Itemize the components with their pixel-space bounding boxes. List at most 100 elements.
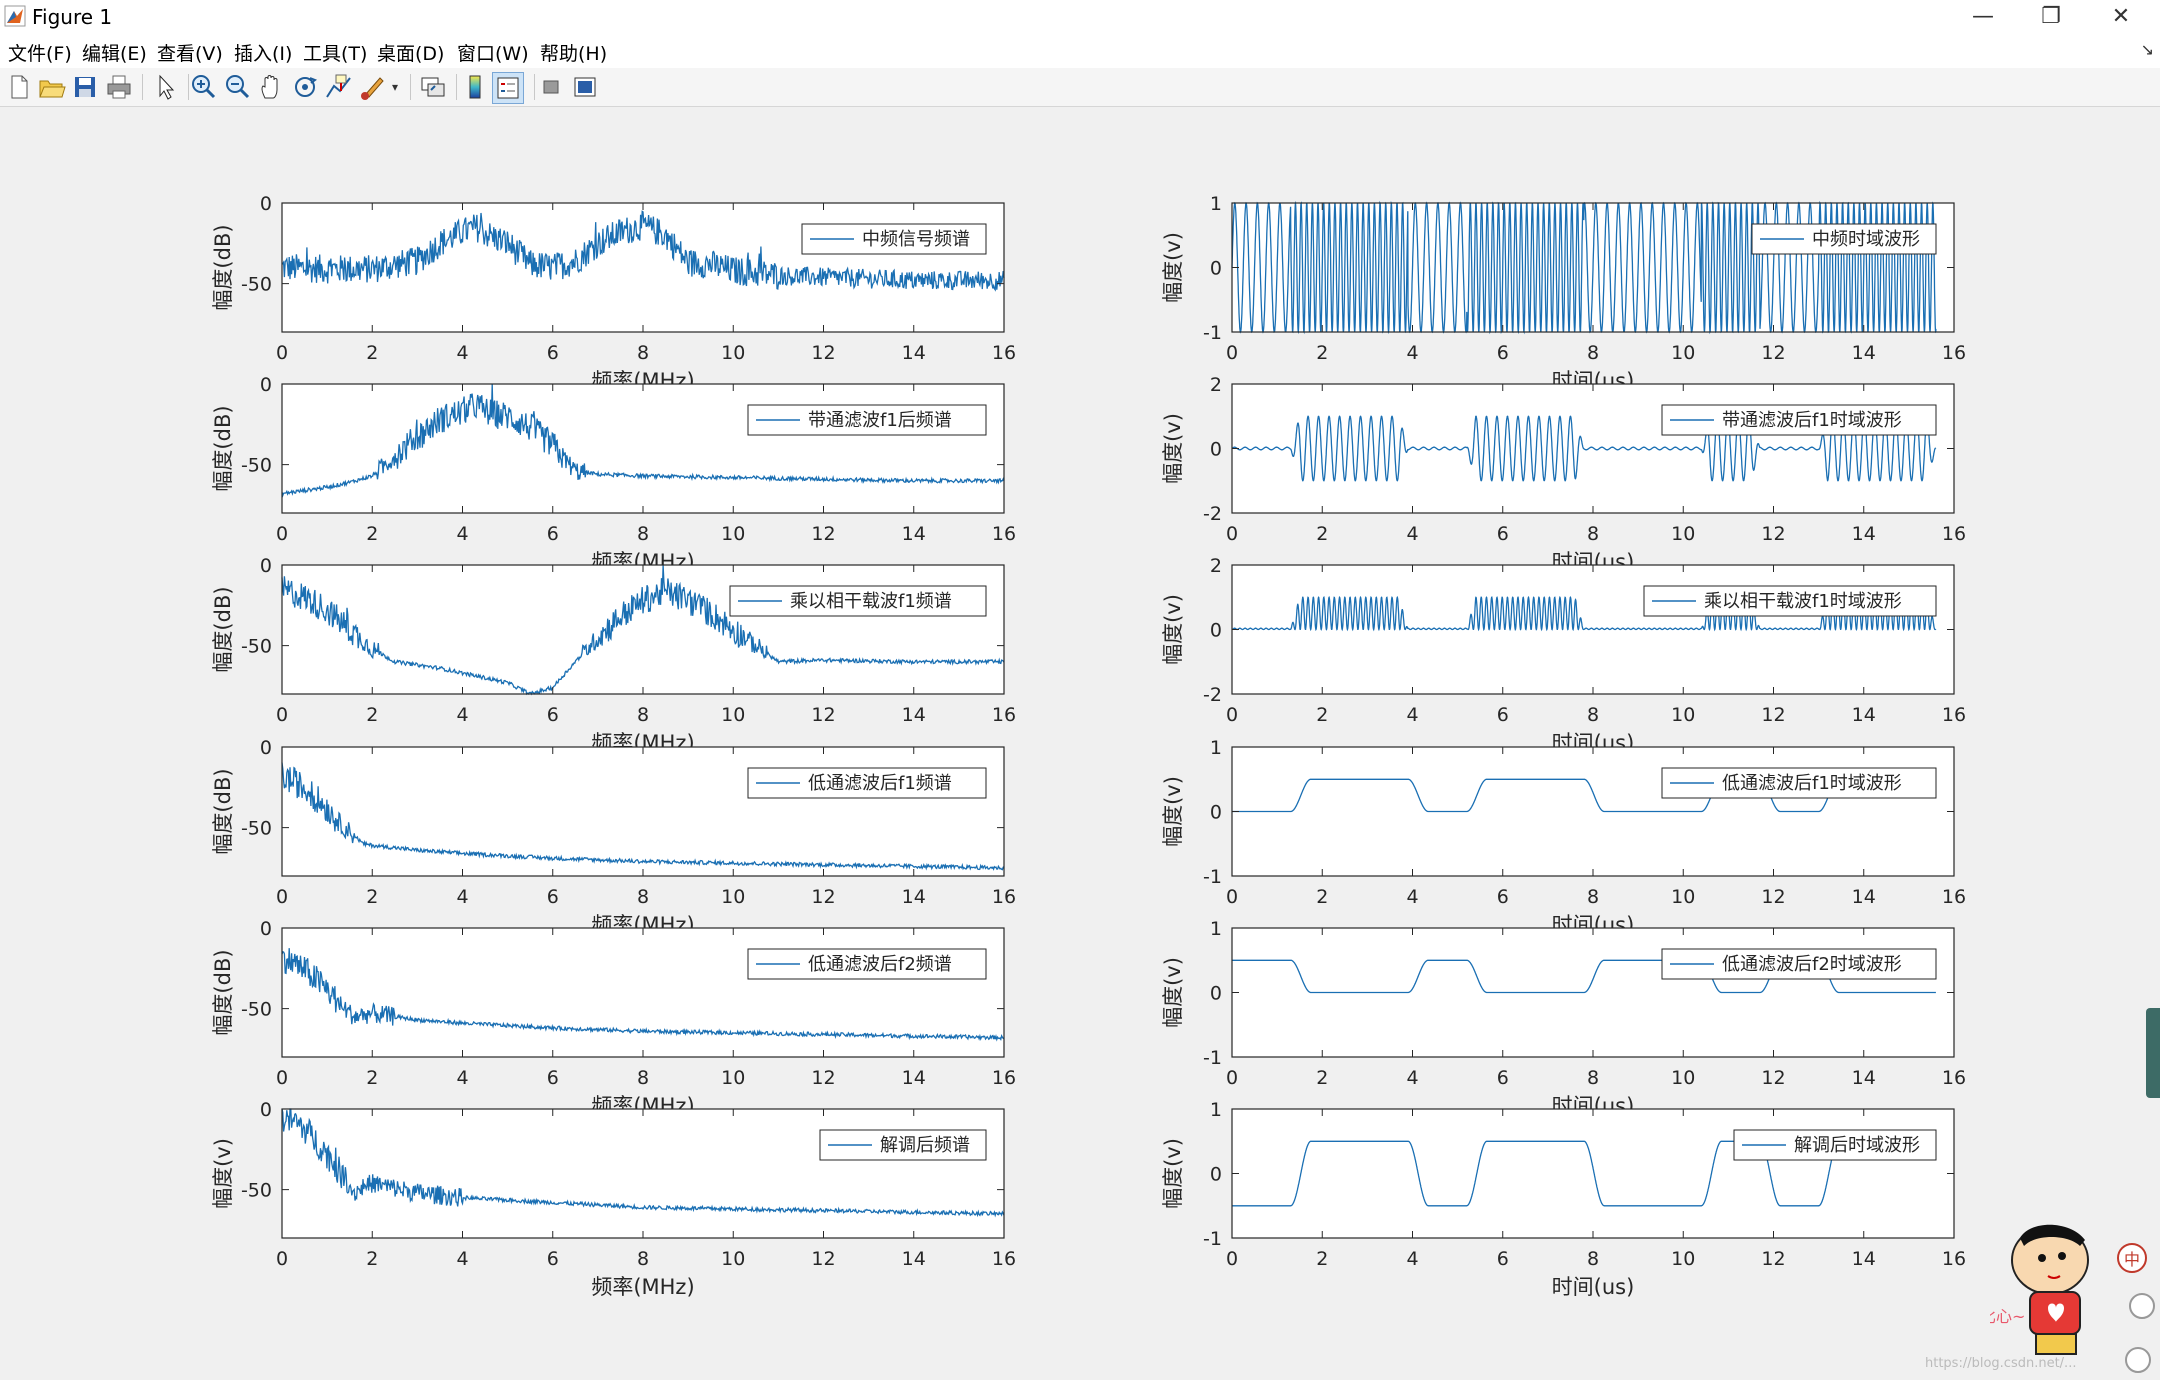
x-tick-label: 2 [366, 342, 378, 364]
legend[interactable]: 乘以相干载波f1频谱 [729, 585, 987, 617]
y-tick-label: 0 [260, 555, 272, 577]
legend-box [819, 1129, 987, 1161]
legend-entry: 中频信号频谱 [862, 229, 970, 250]
x-tick-label: 12 [1761, 886, 1785, 908]
y-tick-label: 1 [1210, 193, 1222, 215]
x-tick-label: 16 [992, 1067, 1016, 1089]
legend-icon[interactable] [492, 72, 524, 104]
open-file-icon[interactable] [36, 72, 66, 102]
x-tick-label: 12 [811, 342, 835, 364]
x-tick-label: 8 [637, 1067, 649, 1089]
x-tick-label: 10 [721, 704, 745, 726]
x-tick-label: 12 [1761, 523, 1785, 545]
x-tick-label: 16 [1942, 523, 1966, 545]
brush-dropdown-icon[interactable]: ▾ [392, 80, 399, 94]
x-tick-label: 8 [1587, 342, 1599, 364]
x-tick-label: 4 [456, 1067, 468, 1089]
y-axis-label: 幅度(v) [1161, 776, 1185, 847]
print-icon[interactable] [104, 72, 134, 102]
x-tick-label: 4 [456, 886, 468, 908]
axes-background [282, 747, 1004, 876]
legend[interactable]: 中频时域波形 [1751, 223, 1937, 255]
x-tick-label: 0 [276, 704, 288, 726]
y-tick-label: 0 [260, 374, 272, 396]
legend[interactable]: 乘以相干载波f1时域波形 [1643, 585, 1937, 617]
legend[interactable]: 带通滤波f1后频谱 [747, 404, 987, 436]
x-tick-label: 6 [1497, 523, 1509, 545]
x-tick-label: 4 [1406, 1067, 1418, 1089]
x-tick-label: 14 [902, 1067, 926, 1089]
pointer-icon[interactable] [150, 72, 180, 102]
x-tick-label: 14 [1852, 342, 1876, 364]
menu-help[interactable]: 帮助(H) [540, 43, 608, 65]
data-cursor-icon[interactable] [324, 72, 354, 102]
colorbar-icon[interactable] [460, 72, 490, 102]
x-tick-label: 2 [1316, 704, 1328, 726]
y-axis-label: 幅度(v) [211, 1138, 235, 1209]
x-tick-label: 6 [547, 1067, 559, 1089]
menu-desktop[interactable]: 桌面(D) [377, 43, 445, 65]
rotate-3d-icon[interactable] [290, 72, 320, 102]
ime-indicator[interactable]: 中 [2124, 1250, 2140, 1269]
legend[interactable]: 低通滤波后f2时域波形 [1661, 948, 1937, 980]
close-button[interactable]: ✕ [2111, 4, 2131, 29]
legend[interactable]: 解调后频谱 [819, 1129, 987, 1161]
x-axis-label: 频率(MHz) [591, 1275, 694, 1299]
menu-window[interactable]: 窗口(W) [457, 43, 529, 65]
pan-icon[interactable] [256, 72, 286, 102]
legend[interactable]: 带通滤波后f1时域波形 [1661, 404, 1937, 436]
legend[interactable]: 低通滤波后f2频谱 [747, 948, 987, 980]
x-tick-label: 12 [811, 886, 835, 908]
hide-plot-tools-icon[interactable] [536, 72, 566, 102]
legend-entry: 解调后频谱 [880, 1135, 970, 1156]
menu-file[interactable]: 文件(F) [8, 43, 72, 65]
brush-icon[interactable] [358, 72, 388, 102]
y-axis-label: 幅度(v) [1161, 594, 1185, 665]
legend[interactable]: 解调后时域波形 [1733, 1129, 1937, 1161]
legend-entry: 带通滤波f1后频谱 [808, 410, 952, 431]
new-figure-icon[interactable] [4, 72, 34, 102]
x-tick-label: 2 [366, 1248, 378, 1270]
legend[interactable]: 低通滤波后f1时域波形 [1661, 767, 1937, 799]
link-plot-icon[interactable] [418, 72, 448, 102]
dock-arrow-icon[interactable]: ↘ [2140, 40, 2154, 59]
x-tick-label: 2 [366, 704, 378, 726]
show-plot-tools-icon[interactable] [570, 72, 600, 102]
x-tick-label: 12 [811, 704, 835, 726]
legend-box [729, 585, 987, 617]
x-tick-label: 16 [992, 523, 1016, 545]
y-tick-label: 0 [260, 918, 272, 940]
legend[interactable]: 中频信号频谱 [801, 223, 987, 255]
save-icon[interactable] [70, 72, 100, 102]
menu-edit[interactable]: 编辑(E) [82, 43, 147, 65]
minimize-button[interactable]: — [1972, 4, 1994, 29]
menu-view[interactable]: 查看(V) [157, 43, 223, 65]
x-tick-label: 12 [811, 1248, 835, 1270]
y-tick-label: -50 [241, 636, 272, 658]
x-tick-label: 14 [1852, 1067, 1876, 1089]
subplot-6[interactable]: 0 2 4 6 8 10 12 14 16 0 -50 频率(MHz) 幅度(v) 解调后频谱 [211, 1099, 1016, 1299]
series-line [1231, 200, 1937, 335]
x-tick-label: 0 [276, 523, 288, 545]
y-tick-label: 2 [1210, 374, 1222, 396]
legend[interactable]: 低通滤波后f1频谱 [747, 767, 987, 799]
zoom-out-icon[interactable] [222, 72, 252, 102]
side-panel-tab[interactable] [2146, 1008, 2160, 1098]
restore-button[interactable]: ❐ [2041, 4, 2061, 29]
x-tick-label: 0 [276, 342, 288, 364]
menu-insert[interactable]: 插入(I) [234, 43, 293, 65]
x-tick-label: 10 [1671, 704, 1695, 726]
menu-tools[interactable]: 工具(T) [303, 43, 368, 65]
zoom-in-icon[interactable] [188, 72, 218, 102]
